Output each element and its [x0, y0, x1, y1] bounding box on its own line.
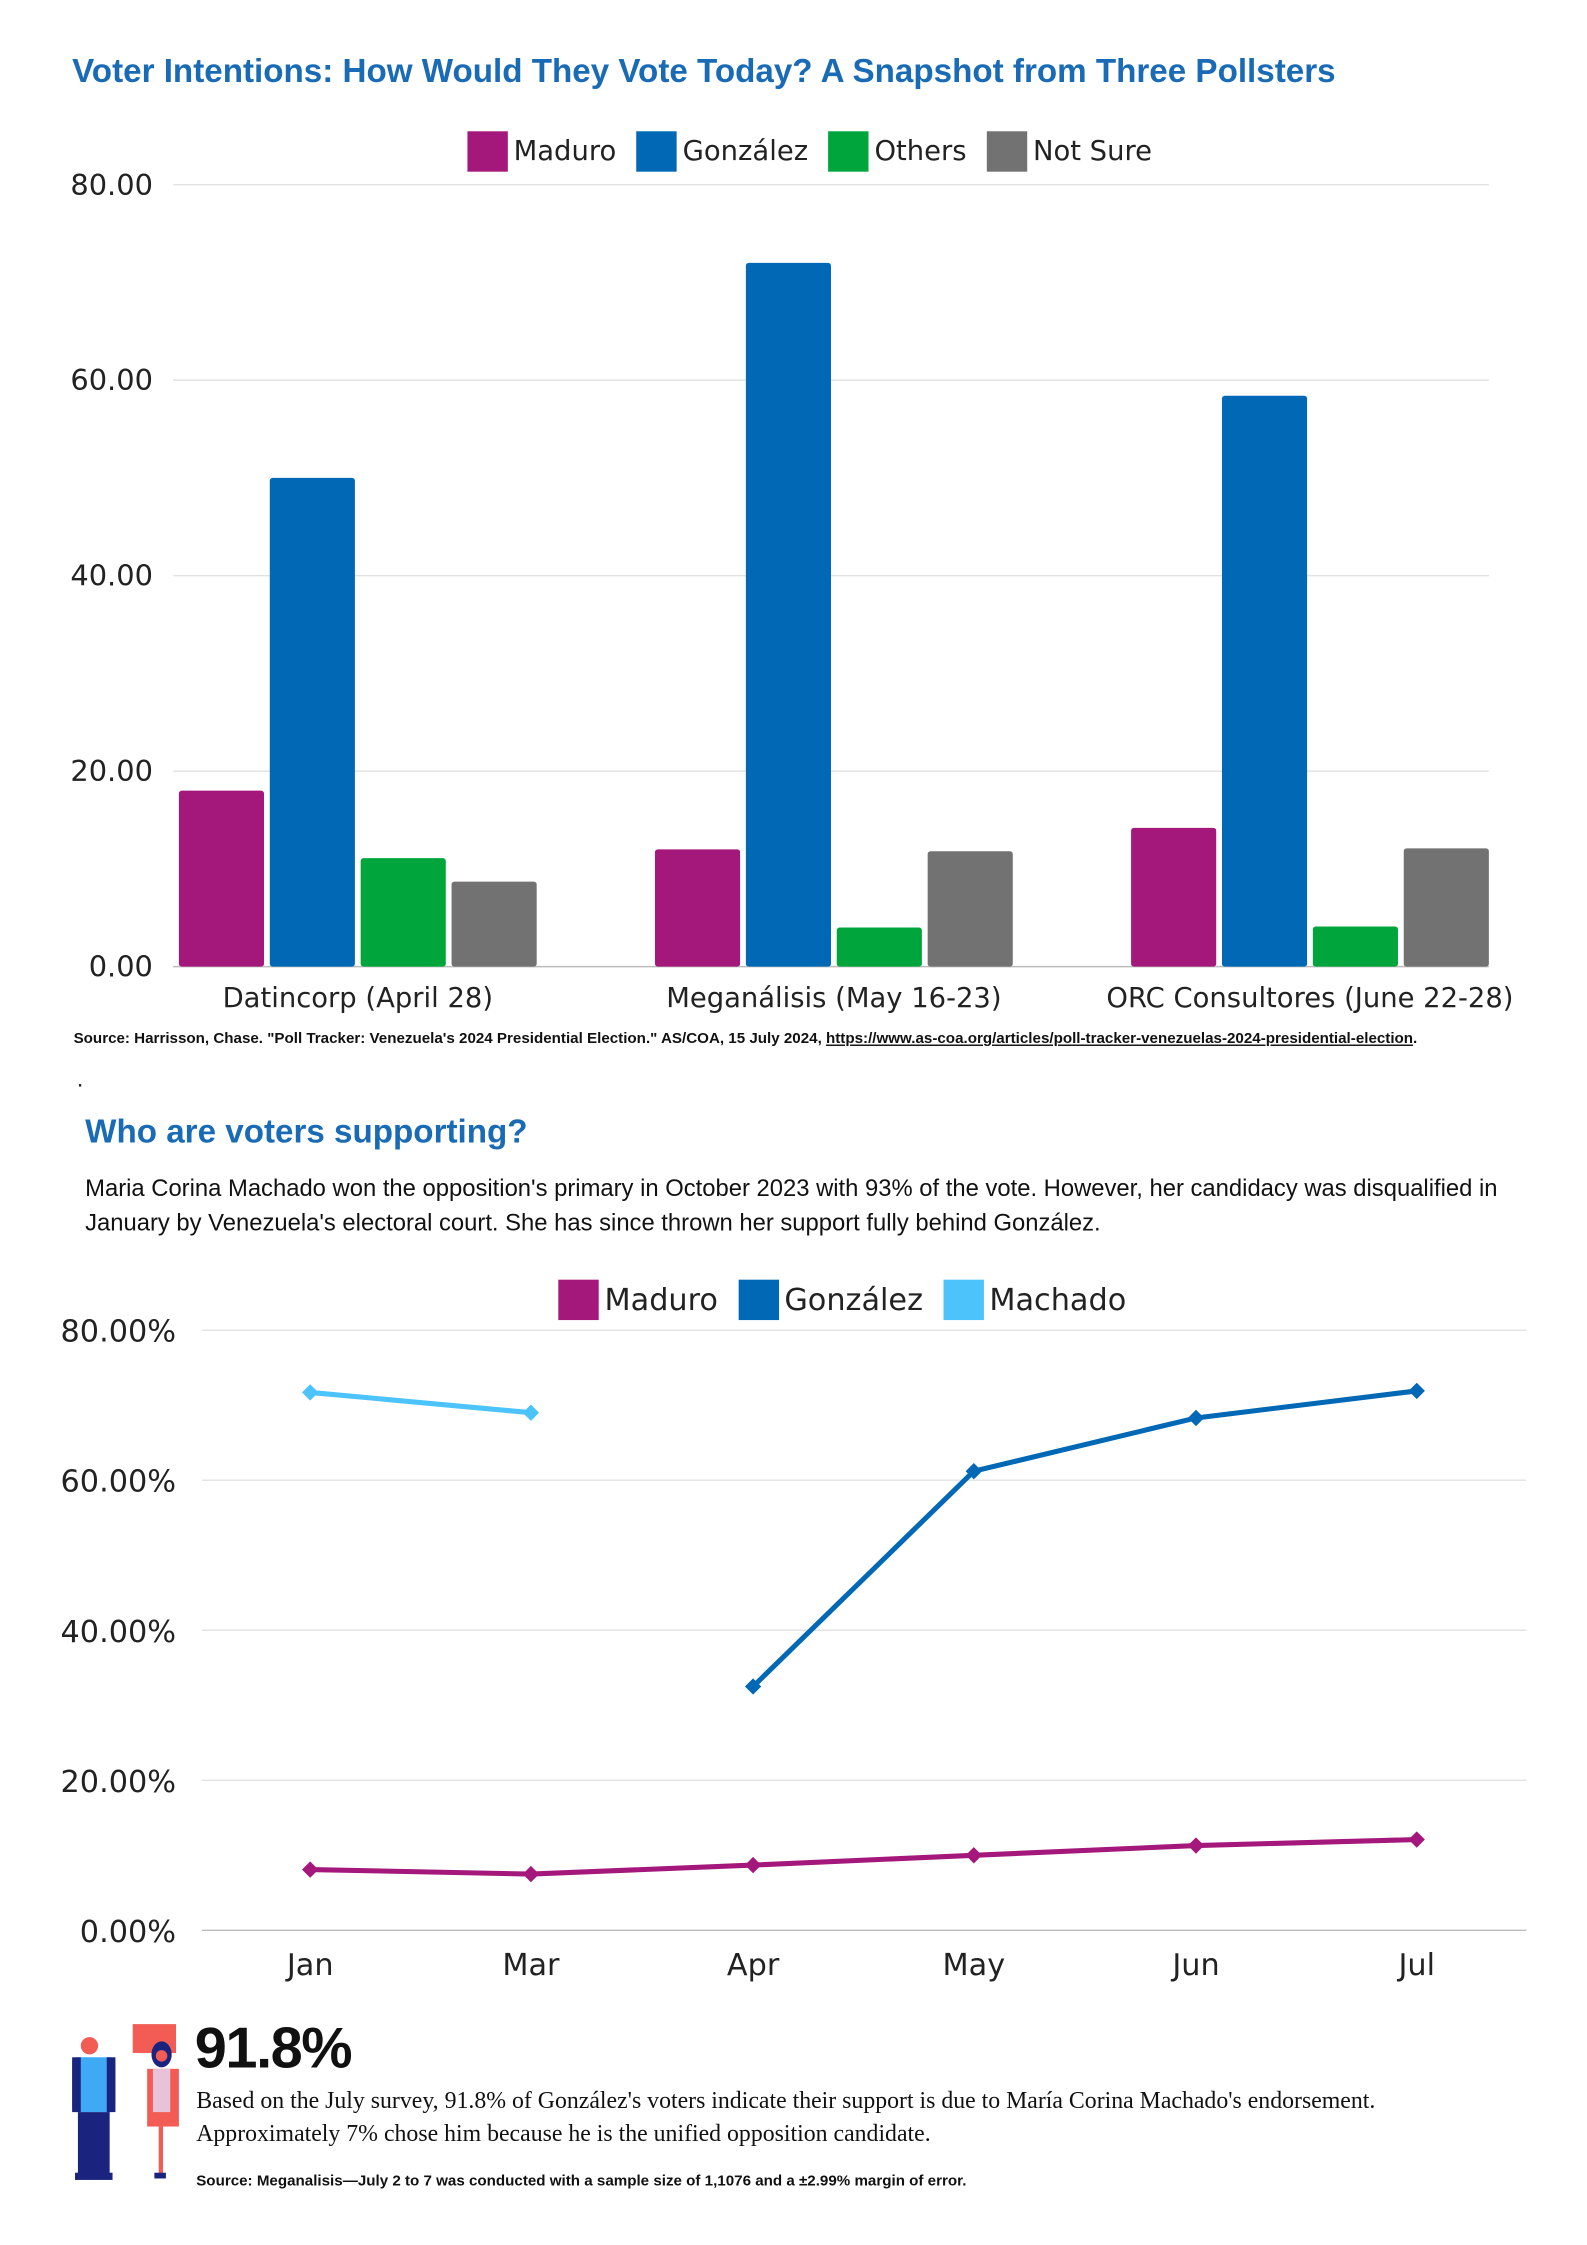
point-machado: [522, 1404, 540, 1421]
legend-label: Maduro: [513, 135, 617, 168]
chart2-legend: Maduro González Machado: [558, 1279, 1127, 1321]
legend-swatch: [943, 1279, 984, 1321]
legend-swatch: [738, 1279, 779, 1321]
legend-label: Machado: [989, 1282, 1127, 1318]
point-gonzlez: [1408, 1382, 1425, 1400]
x-month-label: May: [943, 1948, 1006, 1983]
point-maduro: [522, 1865, 540, 1883]
y-tick-label: 40.00: [70, 559, 153, 593]
bar-others: [1312, 926, 1398, 967]
legend-item: Not Sure: [986, 131, 1152, 172]
point-maduro: [744, 1856, 762, 1874]
legend-item: Others: [828, 131, 967, 172]
legend-item: Maduro: [467, 131, 617, 172]
legend-swatch: [467, 131, 508, 172]
point-machado: [302, 1384, 319, 1401]
legend-swatch: [986, 131, 1028, 172]
line-chart: 0.00% 20.00% 40.00% 60.00% 80.00% Jan Mar Apr Ma…: [61, 1315, 1527, 1983]
x-category-label: Meganálisis (May 16-23): [666, 983, 1001, 1014]
stat-value: 91.8%: [194, 2016, 353, 2081]
x-month-label: Jul: [1396, 1948, 1435, 1983]
point-gonzlez: [1187, 1409, 1205, 1427]
legend-label: González: [784, 1282, 923, 1318]
bar-maduro: [1131, 827, 1217, 967]
legend-item: Machado: [943, 1279, 1127, 1321]
legend-swatch: [636, 131, 677, 172]
legend-label: Not Sure: [1032, 135, 1152, 168]
chart1-source: Source: Harrisson, Chase. "Poll Tracker:…: [74, 1027, 1531, 1050]
legend-item: González: [738, 1279, 923, 1321]
legend-label: González: [682, 135, 809, 168]
y-tick-label: 60.00: [70, 363, 153, 397]
x-month-label: Mar: [502, 1948, 560, 1983]
y-tick-label: 80.00: [70, 168, 153, 202]
y-tick-label: 20.00: [70, 754, 153, 788]
line-gonzlez: [751, 1388, 1418, 1689]
bar-maduro: [178, 790, 265, 967]
bar-not-sure: [927, 851, 1013, 967]
people-illustration-icon: [72, 2024, 179, 2180]
bar-others: [836, 927, 922, 967]
legend-item: Maduro: [558, 1279, 718, 1321]
y-tick-label: 0.00: [89, 950, 153, 984]
bar-gonzález: [745, 262, 831, 967]
stat-source: Source: Meganalisis—July 2 to 7 was cond…: [196, 2172, 967, 2191]
bar-gonzález: [269, 477, 355, 967]
point-maduro: [1187, 1837, 1205, 1854]
point-maduro: [302, 1861, 319, 1878]
section-heading: Who are voters supporting?: [85, 1112, 528, 1150]
line-maduro: [310, 1837, 1417, 1877]
legend-label: Others: [874, 135, 967, 168]
line-machado: [309, 1389, 532, 1416]
bar-not-sure: [1403, 848, 1489, 967]
legend-swatch: [828, 131, 869, 172]
source-link[interactable]: https://www.as-coa.org/articles/poll-tra…: [826, 1030, 1414, 1048]
chart1-legend: Maduro González Others Not Sure: [467, 131, 1152, 172]
point-maduro: [965, 1847, 982, 1864]
stray-dot: .: [77, 1073, 83, 1091]
chart1-title: Voter Intentions: How Would They Vote To…: [72, 51, 1336, 90]
bar-maduro: [654, 849, 741, 967]
x-category-label: Datincorp (April 28): [223, 983, 493, 1014]
bar-others: [360, 858, 446, 967]
x-month-label: Jun: [1170, 1948, 1219, 1983]
y-tick-label: 40.00%: [61, 1615, 176, 1650]
bar-gonzález: [1221, 395, 1308, 967]
legend-label: Maduro: [604, 1282, 718, 1318]
source-end: .: [1413, 1030, 1418, 1048]
y-tick-label: 60.00%: [61, 1465, 176, 1500]
stat-text: Based on the July survey, 91.8% of Gonzá…: [196, 2086, 1376, 2147]
section-paragraph: Maria Corina Machado won the opposition'…: [85, 1175, 1498, 1237]
bar-not-sure: [451, 881, 537, 967]
legend-item: González: [636, 131, 809, 172]
point-maduro: [1408, 1831, 1425, 1848]
legend-swatch: [558, 1279, 599, 1321]
y-tick-label: 80.00%: [61, 1315, 176, 1350]
x-month-label: Jan: [285, 1948, 334, 1983]
x-month-label: Apr: [727, 1948, 780, 1983]
x-category-label: ORC Consultores (June 22-28): [1106, 983, 1513, 1014]
source-text: Source: Harrisson, Chase. "Poll Tracker:…: [73, 1030, 827, 1048]
y-tick-label: 0.00%: [80, 1915, 176, 1950]
y-tick-label: 20.00%: [61, 1765, 176, 1800]
bar-chart: 0.00 20.00 40.00 60.00 80.00 Datincorp (April…: [70, 168, 1513, 1014]
